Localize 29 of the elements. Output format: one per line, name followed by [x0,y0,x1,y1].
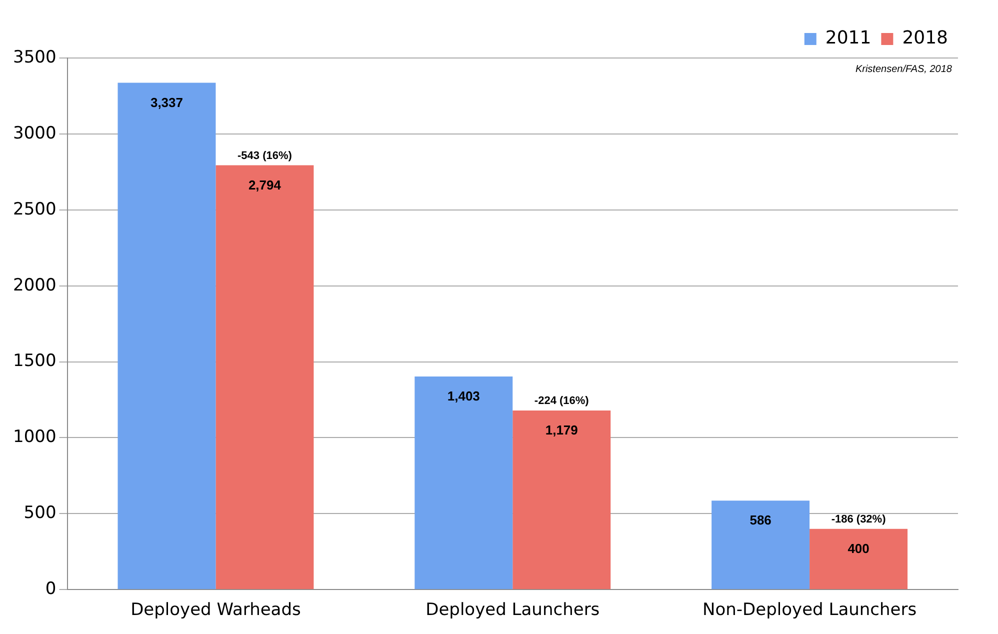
annotation: Kristensen/FAS, 2018 [855,64,952,75]
annotation: -186 (32%) [831,513,886,526]
legend-label: 2018 [902,28,948,49]
legend-label: 2011 [825,28,872,49]
data-label: 1,179 [545,422,578,438]
data-label: 2,794 [248,177,282,192]
annotation: -224 (16%) [534,395,590,408]
data-label: 3,337 [150,94,184,110]
y-tick-label: 3000 [13,123,56,144]
data-label: 586 [750,512,772,528]
data-label: 1,403 [447,388,480,404]
x-tick-label: Deployed Launchers [426,600,600,620]
bar [118,82,216,590]
y-tick-label: 2500 [13,199,56,220]
y-tick-label: 3500 [13,47,56,68]
y-tick-label: 0 [45,579,56,600]
bar [216,165,314,590]
y-tick-label: 2000 [13,275,56,296]
annotation: -543 (16%) [238,150,292,162]
y-tick-label: 500 [24,503,56,524]
bar [712,500,810,590]
bar [414,376,513,590]
bar [512,410,611,590]
x-tick-label: Non-Deployed Launchers [702,600,917,620]
data-label: 400 [848,540,870,556]
y-tick-label: 1000 [13,427,56,448]
x-tick-label: Deployed Warheads [130,600,302,620]
bar [810,528,908,590]
y-tick-label: 1500 [13,351,56,372]
